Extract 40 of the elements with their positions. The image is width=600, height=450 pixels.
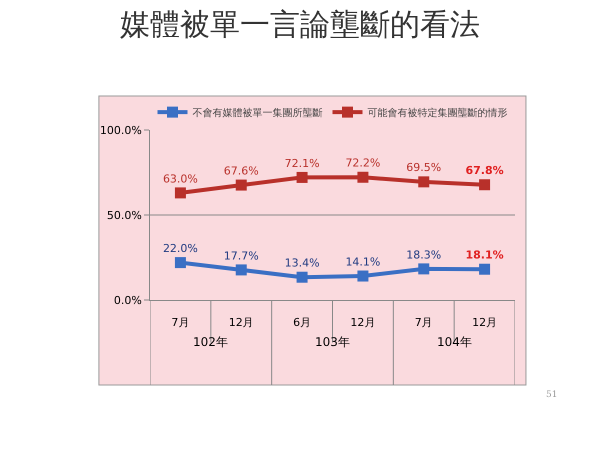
- chart-title: 媒體被單一言論壟斷的看法: [120, 8, 480, 42]
- x-tick-label: 7月: [414, 316, 433, 330]
- point: [357, 270, 368, 282]
- y-tick-label: 50.0%: [106, 208, 142, 222]
- x-tick-label: 6月: [293, 316, 312, 330]
- point: [418, 176, 430, 188]
- y-tick-label: 0.0%: [114, 294, 142, 307]
- point: [357, 172, 368, 183]
- x-tick-label: 12月: [228, 316, 254, 330]
- data-label: 18.1%: [465, 248, 504, 262]
- text: 104年: [437, 335, 472, 349]
- point: [479, 179, 490, 190]
- data-label: 72.2%: [345, 156, 380, 170]
- y-tick-label: 100.0%: [100, 124, 142, 137]
- legend-label: 可能會有被特定集團壟斷的情形: [368, 107, 508, 119]
- data-label: 63.0%: [162, 172, 198, 186]
- point: [174, 257, 186, 268]
- data-label: 22.0%: [162, 242, 198, 255]
- data-label: 18.3%: [406, 248, 442, 262]
- point: [236, 264, 247, 276]
- x-tick-label: 12月: [350, 316, 376, 330]
- data-label: 17.7%: [224, 249, 259, 262]
- x-tick-label: 7月: [171, 316, 190, 330]
- point: [236, 180, 247, 191]
- text: 51: [546, 390, 558, 400]
- data-label: 67.6%: [224, 164, 259, 178]
- data-label: 72.1%: [284, 156, 320, 170]
- x-tick-label: 12月: [472, 316, 498, 330]
- data-label: 13.4%: [284, 256, 320, 270]
- text: 102年: [193, 335, 228, 349]
- point: [479, 264, 490, 275]
- text: 103年: [315, 335, 350, 349]
- point: [174, 187, 186, 198]
- point: [296, 272, 308, 283]
- legend-label: 不會有媒體被單一集團所壟斷: [192, 107, 322, 119]
- data-label: 67.8%: [465, 164, 504, 178]
- data-label: 14.1%: [345, 255, 380, 268]
- point: [296, 172, 308, 183]
- data-label: 69.5%: [406, 161, 442, 174]
- point: [418, 263, 430, 274]
